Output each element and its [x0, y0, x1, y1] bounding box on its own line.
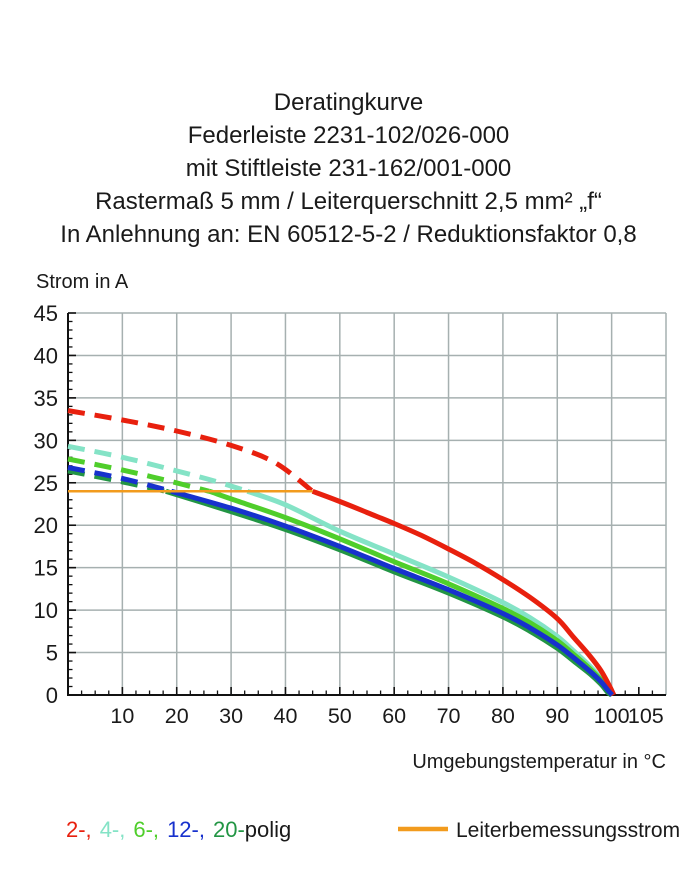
x-tick-label: 50	[328, 704, 352, 728]
x-tick-label: 40	[273, 704, 297, 728]
legend-part-6: 6-,	[133, 817, 159, 842]
curve-12-polig-dashed	[67, 465, 172, 494]
chart-title-block: Deratingkurve Federleiste 2231-102/026-0…	[0, 86, 697, 251]
x-tick-label: 20	[165, 704, 189, 728]
y-tick-label: 0	[46, 683, 58, 708]
title-line-1: Deratingkurve	[273, 89, 424, 116]
title-line-4: Rastermaß 5 mm / Leiterquerschnitt 2,5 m…	[95, 188, 602, 215]
legend-part-12: 12-,	[167, 817, 205, 842]
curve-2-polig-solid	[311, 488, 617, 697]
title-line-3: mit Stiftleiste 231-162/001-000	[185, 155, 512, 182]
legend-pole-counts: 2-, 4-, 6-, 12-, 20-polig	[66, 817, 291, 842]
y-tick-label: 25	[34, 471, 58, 496]
title-line-5: In Anlehnung an: EN 60512-5-2 / Reduktio…	[60, 221, 637, 248]
x-axis-title: Umgebungstemperatur in °C	[412, 751, 666, 773]
y-tick-label: 30	[34, 428, 58, 453]
y-tick-label: 5	[46, 641, 58, 666]
y-tick-label: 40	[34, 343, 58, 368]
y-axis-title: Strom in A	[36, 271, 129, 293]
y-tick-label: 35	[34, 386, 58, 411]
y-tick-label: 20	[34, 513, 58, 538]
axis-ticks	[68, 312, 654, 695]
title-line-2: Federleiste 2231-102/026-000	[187, 122, 510, 149]
legend-reference-label: Leiterbemessungsstrom	[456, 819, 680, 842]
x-tick-label: 100	[594, 704, 630, 728]
curve-2-polig-dashed	[67, 408, 315, 494]
y-tick-label: 45	[34, 301, 58, 326]
y-tick-label: 10	[34, 598, 58, 623]
curve-4-polig-dashed	[67, 443, 249, 494]
x-tick-label: 70	[437, 704, 461, 728]
legend-part-2: 2-,	[66, 817, 92, 842]
derating-curves	[67, 408, 617, 698]
curve-12-polig-solid	[170, 488, 614, 697]
legend-part-polig: polig	[245, 817, 291, 842]
y-tick-label: 15	[34, 556, 58, 581]
x-tick-label: 10	[110, 704, 134, 728]
x-tick-label: 60	[382, 704, 406, 728]
legend-part-4: 4-,	[100, 817, 126, 842]
x-tick-label: 90	[545, 704, 569, 728]
legend-part-20: 20-	[213, 817, 245, 842]
x-tick-label: 80	[491, 704, 515, 728]
grid-lines	[68, 312, 667, 695]
x-tick-label: 105	[628, 704, 664, 728]
x-tick-label: 30	[219, 704, 243, 728]
